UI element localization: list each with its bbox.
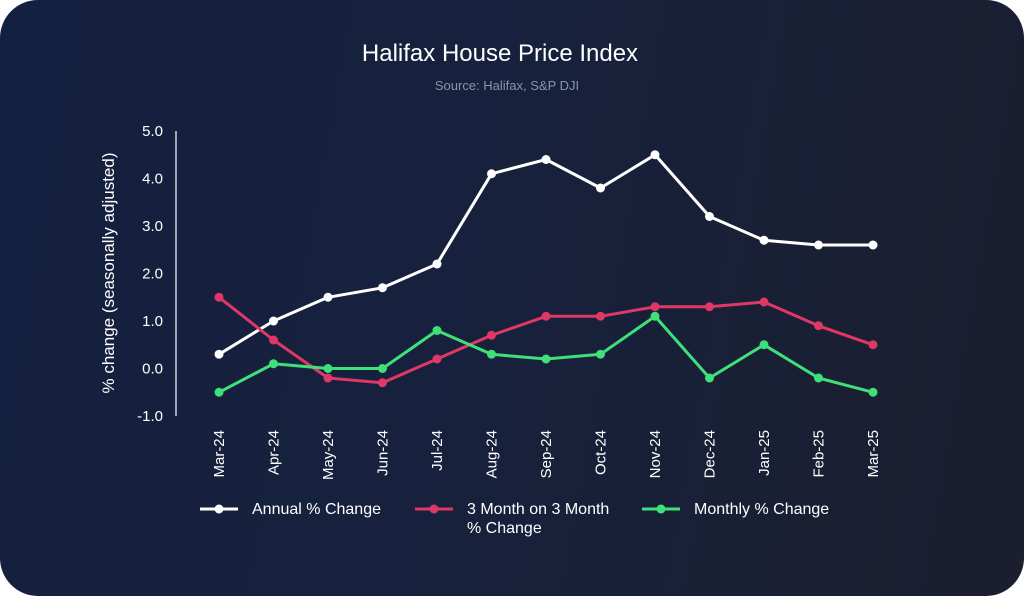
data-point: [650, 302, 660, 312]
legend-item: Monthly % Change: [642, 501, 829, 518]
data-point: [541, 354, 551, 364]
data-point: [814, 321, 823, 331]
data-point: [650, 311, 660, 321]
chart-subtitle: Source: Halifax, S&P DJI: [434, 78, 580, 93]
legend-label: 3 Month on 3 Month % Change: [467, 501, 609, 537]
legend-swatch-marker: [429, 504, 439, 514]
x-tick-label: Feb-25: [811, 430, 828, 478]
legend-label: Monthly % Change: [694, 501, 829, 518]
data-point: [269, 359, 278, 369]
legend-label: Annual % Change: [252, 501, 381, 518]
y-tick-label: 0.0: [142, 361, 163, 378]
x-tick-label: Jul-24: [429, 430, 446, 471]
x-tick-label: Mar-25: [865, 430, 882, 478]
y-tick-label: 3.0: [142, 218, 163, 235]
data-point: [214, 349, 224, 359]
legend-swatch-marker: [656, 504, 666, 514]
y-tick-label: 1.0: [142, 313, 163, 330]
data-point: [487, 330, 496, 340]
legend-item: 3 Month on 3 Month % Change: [415, 501, 609, 537]
y-axis-label: % change (seasonally adjusted): [99, 153, 118, 394]
data-point: [541, 155, 551, 164]
data-point: [814, 240, 823, 250]
data-point: [214, 292, 224, 302]
data-point: [759, 297, 769, 307]
data-point: [432, 354, 442, 364]
data-point: [541, 311, 551, 321]
data-point: [487, 169, 496, 179]
x-tick-label: Oct-24: [593, 430, 610, 475]
data-point: [705, 373, 714, 383]
y-tick-label: 5.0: [142, 123, 163, 140]
data-point: [868, 387, 878, 397]
series-line: [217, 314, 875, 394]
series-line: [217, 153, 875, 356]
data-point: [759, 235, 769, 245]
x-tick-label: Mar-24: [211, 430, 228, 478]
data-point: [323, 373, 333, 383]
legend: Annual % Change 3 Month on 3 Month % Chang…: [200, 501, 829, 537]
data-point: [378, 378, 387, 388]
x-tick-label: Jan-25: [756, 430, 773, 476]
data-point: [378, 364, 387, 373]
data-point: [432, 326, 442, 335]
series-group: [214, 150, 878, 397]
data-point: [596, 183, 605, 193]
x-tick-label: Apr-24: [266, 430, 283, 475]
series-line: [217, 295, 875, 385]
data-point: [269, 316, 278, 326]
data-point: [705, 212, 714, 221]
data-point: [432, 259, 442, 269]
x-tick-label: Sep-24: [538, 430, 555, 478]
data-point: [323, 364, 333, 373]
data-point: [705, 302, 714, 312]
axes: -1.0 0.0 1.0 2.0 3.0 4.0 5.0 Mar-24 Apr-24 May-24…: [137, 123, 882, 480]
data-point: [868, 240, 878, 250]
data-point: [269, 335, 278, 345]
legend-item: Annual % Change: [200, 501, 381, 518]
x-tick-label: Jun-24: [375, 430, 392, 476]
y-tick-label: -1.0: [137, 408, 163, 425]
y-tick-label: 2.0: [142, 266, 163, 283]
x-tick-label: Nov-24: [647, 430, 664, 478]
legend-swatch-marker: [214, 504, 224, 514]
data-point: [378, 283, 387, 293]
y-tick-label: 4.0: [142, 171, 163, 188]
data-point: [596, 311, 605, 321]
chart-title: Halifax House Price Index: [361, 40, 639, 67]
data-point: [868, 340, 878, 350]
legend-label-line: 3 Month on 3 Month: [467, 501, 609, 518]
data-point: [323, 292, 333, 302]
x-tick-label: May-24: [320, 430, 337, 480]
x-tick-label: Aug-24: [484, 430, 501, 478]
data-point: [487, 349, 496, 359]
data-point: [214, 387, 224, 397]
data-point: [596, 349, 605, 359]
legend-label-line: % Change: [467, 520, 542, 537]
data-point: [650, 150, 660, 160]
data-point: [759, 340, 769, 350]
x-tick-label: Dec-24: [702, 430, 719, 478]
data-point: [814, 373, 823, 383]
